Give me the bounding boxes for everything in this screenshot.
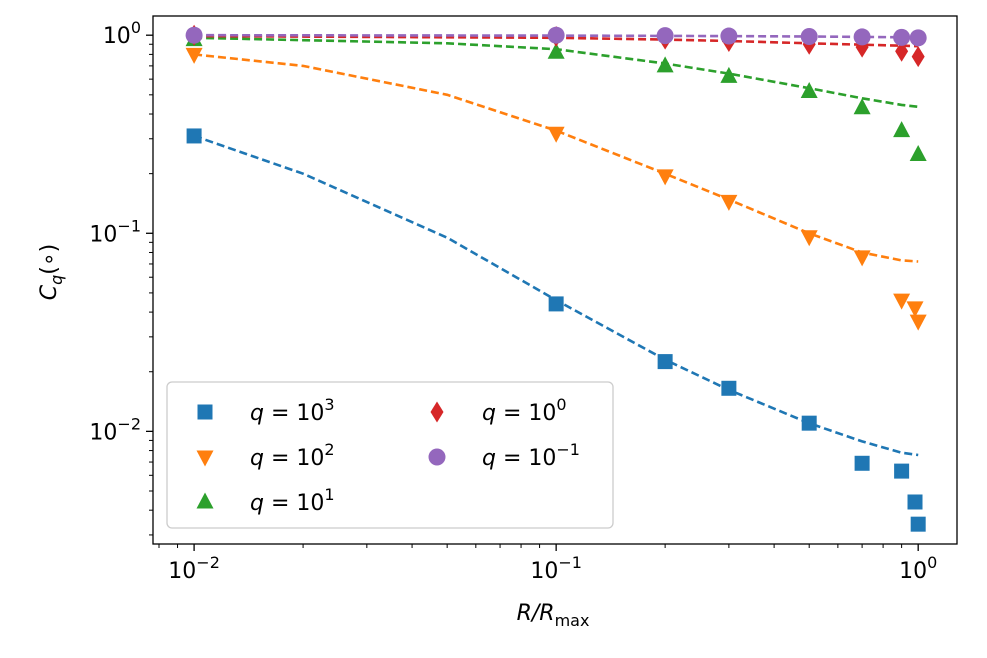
data-point-series-4 bbox=[909, 29, 927, 47]
data-point-series-0 bbox=[721, 380, 737, 396]
x-tick-label-exp: 0 bbox=[927, 553, 937, 572]
legend-label-exp: 1 bbox=[324, 485, 334, 504]
legend-label-2: q = 101 bbox=[250, 485, 335, 516]
legend-label-exp: 3 bbox=[324, 395, 334, 414]
series-layer bbox=[185, 24, 927, 532]
x-tick-label: 10−1 bbox=[530, 553, 582, 584]
data-point-series-1 bbox=[909, 314, 927, 331]
data-point-series-2 bbox=[720, 66, 738, 83]
data-point-series-4 bbox=[547, 26, 565, 44]
data-point-series-1 bbox=[853, 250, 871, 267]
y-tick-label: 100 bbox=[103, 18, 141, 49]
legend-label-base: = 10 bbox=[264, 446, 324, 471]
data-point-series-0 bbox=[548, 296, 564, 312]
legend-label-base: = 10 bbox=[496, 401, 556, 426]
x-axis-label-base: R/R bbox=[517, 601, 555, 626]
y-tick-label-exp: −1 bbox=[117, 216, 141, 235]
data-point-series-0 bbox=[657, 354, 673, 370]
legend-box bbox=[166, 381, 614, 529]
fit-line-series-0 bbox=[193, 134, 919, 457]
data-point-series-0 bbox=[801, 415, 817, 431]
x-axis-label-sub: max bbox=[555, 611, 590, 630]
data-point-series-1 bbox=[656, 169, 674, 186]
legend-label-base: = 10 bbox=[264, 401, 324, 426]
legend-label-0: q = 103 bbox=[250, 395, 335, 426]
legend-label-1: q = 102 bbox=[250, 440, 335, 471]
data-point-series-1 bbox=[547, 126, 565, 143]
y-tick-label: 10−1 bbox=[89, 216, 141, 247]
legend-label-exp: 2 bbox=[324, 440, 334, 459]
x-tick-label: 100 bbox=[899, 553, 937, 584]
legend-label-base: = 10 bbox=[496, 446, 556, 471]
x-tick-label-base: 10 bbox=[899, 559, 927, 584]
legend-label-3: q = 100 bbox=[482, 395, 567, 426]
data-point-series-3 bbox=[895, 40, 909, 62]
x-axis-label: R/Rmax bbox=[517, 601, 590, 630]
data-point-series-4 bbox=[800, 27, 818, 45]
data-point-series-4 bbox=[853, 28, 871, 46]
data-point-series-0 bbox=[186, 128, 202, 144]
y-axis-label-sub: q bbox=[47, 275, 66, 285]
legend-marker-1 bbox=[196, 450, 214, 467]
y-axis-label: Cq(∘) bbox=[37, 244, 66, 300]
data-point-series-0 bbox=[910, 516, 926, 532]
legend-label-q: q bbox=[250, 491, 264, 516]
legend-label-q: q bbox=[482, 446, 496, 471]
y-tick-label-base: 10 bbox=[103, 24, 131, 49]
legend-label-4: q = 10−1 bbox=[482, 440, 580, 471]
data-point-series-1 bbox=[185, 47, 203, 64]
x-tick-label-base: 10 bbox=[168, 559, 196, 584]
legend-marker-2 bbox=[196, 492, 214, 509]
data-point-series-2 bbox=[853, 98, 871, 115]
data-point-series-0 bbox=[907, 494, 923, 510]
x-tick-label: 10−2 bbox=[168, 553, 220, 584]
data-point-series-3 bbox=[911, 46, 925, 68]
data-point-series-2 bbox=[800, 81, 818, 98]
x-tick-label-base: 10 bbox=[530, 559, 558, 584]
legend-label-exp: 0 bbox=[556, 395, 566, 414]
fit-line-series-1 bbox=[193, 53, 919, 263]
y-tick-label-base: 10 bbox=[89, 222, 117, 247]
data-point-series-1 bbox=[800, 230, 818, 247]
data-point-series-1 bbox=[720, 194, 738, 211]
fit-line-series-3 bbox=[194, 34, 919, 48]
data-point-series-4 bbox=[720, 27, 738, 45]
x-tick-label-exp: −1 bbox=[558, 553, 582, 572]
x-tick-label-exp: −2 bbox=[196, 553, 220, 572]
data-point-series-4 bbox=[893, 28, 911, 46]
legend-label-q: q bbox=[482, 401, 496, 426]
legend-label-exp: −1 bbox=[556, 440, 580, 459]
y-axis-label-base: C bbox=[37, 284, 62, 300]
data-point-series-2 bbox=[547, 42, 565, 59]
data-point-series-2 bbox=[909, 144, 927, 161]
legend-marker-4 bbox=[428, 448, 446, 466]
plot-frame bbox=[152, 15, 958, 545]
y-tick-label-base: 10 bbox=[89, 420, 117, 445]
y-tick-label-exp: 0 bbox=[131, 18, 141, 37]
data-point-series-0 bbox=[854, 455, 870, 471]
data-point-series-1 bbox=[893, 293, 911, 310]
y-axis-label-suffix: (∘) bbox=[37, 244, 62, 275]
legend-label-q: q bbox=[250, 446, 264, 471]
legend-label-q: q bbox=[250, 401, 264, 426]
data-point-series-4 bbox=[656, 27, 674, 45]
data-point-series-1 bbox=[906, 301, 924, 318]
data-point-series-2 bbox=[656, 56, 674, 73]
legend-marker-0 bbox=[197, 404, 213, 420]
legend-marker-3 bbox=[430, 401, 444, 423]
y-tick-label: 10−2 bbox=[89, 414, 141, 445]
fit-line-series-2 bbox=[194, 36, 919, 109]
fit-line-series-4 bbox=[194, 33, 919, 39]
legend-label-base: = 10 bbox=[264, 491, 324, 516]
data-point-series-0 bbox=[894, 463, 910, 479]
data-point-series-2 bbox=[893, 121, 911, 138]
data-point-series-4 bbox=[185, 26, 203, 44]
y-tick-label-exp: −2 bbox=[117, 414, 141, 433]
